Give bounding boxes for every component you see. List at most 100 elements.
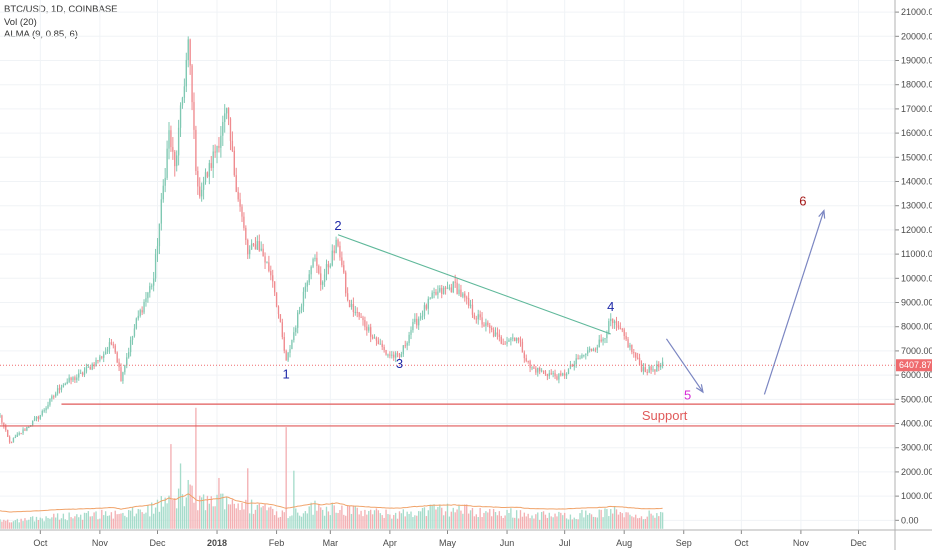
volume-bar	[464, 504, 466, 529]
volume-bar	[631, 516, 633, 529]
volume-bar	[514, 517, 516, 529]
candle	[500, 336, 502, 344]
volume-bar	[28, 519, 30, 529]
candle	[356, 311, 358, 313]
candle	[466, 297, 468, 299]
candle	[562, 373, 564, 376]
volume-bar	[214, 506, 216, 529]
volume-bar	[287, 518, 289, 529]
y-tick-label: 19000.00	[901, 56, 932, 66]
volume-bar	[187, 479, 189, 529]
volume-bar	[467, 513, 470, 529]
volume-bar	[85, 512, 88, 529]
candle	[24, 429, 26, 431]
volume-bar	[506, 509, 508, 529]
volume-bar	[193, 502, 195, 529]
volume-bar	[222, 493, 224, 529]
candle	[114, 345, 116, 353]
volume-bar	[554, 513, 556, 529]
candle	[270, 271, 272, 276]
y-tick-label: 5000.00	[901, 394, 932, 404]
candle	[202, 182, 205, 190]
volume-bar	[116, 514, 118, 529]
trendline	[337, 234, 611, 335]
volume-bar	[590, 514, 593, 529]
candle	[95, 360, 97, 367]
alma-series-line	[0, 493, 663, 513]
volume-bar	[256, 504, 259, 529]
x-tick-label: Nov	[793, 538, 810, 548]
y-tick-label: 6000.00	[901, 370, 932, 380]
volume-bar	[325, 506, 328, 529]
candle	[268, 262, 270, 272]
volume-bar	[563, 512, 566, 529]
volume-bar	[8, 522, 11, 529]
volume-bar	[441, 507, 443, 529]
volume-bar	[79, 514, 82, 529]
candle	[66, 381, 68, 384]
candle	[642, 367, 645, 372]
candle	[339, 245, 341, 258]
candle	[498, 334, 501, 337]
candle	[129, 340, 132, 353]
candle	[189, 39, 191, 66]
volume-bar	[191, 485, 193, 529]
candle	[650, 366, 652, 371]
volume-bar	[660, 511, 662, 529]
arrow-head	[695, 384, 704, 394]
volume-bar	[310, 502, 312, 529]
candle	[162, 185, 164, 200]
volume-bar	[43, 521, 45, 529]
x-tick-label: Apr	[383, 538, 397, 548]
candle	[252, 243, 255, 245]
candle	[387, 354, 389, 356]
volume-bar	[264, 504, 266, 529]
volume-bar	[176, 508, 178, 529]
volume-bar	[573, 517, 575, 529]
candle	[452, 281, 454, 293]
candle	[20, 433, 22, 435]
volume-bar	[268, 507, 270, 529]
candle	[68, 377, 70, 382]
volume-bar	[262, 506, 264, 529]
candle	[648, 366, 650, 373]
candle	[97, 360, 99, 362]
candle	[135, 318, 138, 329]
candle	[419, 316, 422, 319]
volume-bar	[345, 515, 347, 529]
candle	[535, 368, 537, 373]
candle	[537, 367, 539, 373]
volume-bar	[149, 516, 151, 529]
wave-label-3: 3	[396, 356, 403, 371]
candle	[381, 343, 383, 347]
candle	[273, 281, 276, 293]
volume-bar	[91, 516, 93, 529]
volume-bar	[648, 510, 650, 529]
candle	[239, 199, 241, 207]
volume-bar	[220, 493, 222, 529]
y-tick-label: 1000.00	[901, 491, 932, 501]
candle	[35, 416, 38, 419]
candle	[519, 339, 522, 342]
price-badge	[896, 359, 932, 372]
candle	[1, 415, 3, 423]
volume-bar	[35, 516, 38, 529]
volume-bar	[183, 506, 186, 529]
candle	[475, 318, 477, 320]
volume-bar	[177, 488, 180, 529]
candle	[594, 349, 597, 351]
volume-bar	[143, 513, 145, 529]
candle	[41, 411, 43, 416]
volume-bar	[412, 517, 414, 529]
candle	[160, 199, 163, 224]
volume-bar	[22, 521, 24, 529]
candle	[658, 364, 660, 368]
candle	[310, 266, 312, 275]
volume-bar	[233, 503, 235, 529]
candle	[47, 404, 49, 409]
volume-bar	[569, 514, 572, 529]
candle	[525, 358, 527, 361]
volume-bar	[356, 507, 358, 529]
x-tick-label: Mar	[323, 538, 339, 548]
